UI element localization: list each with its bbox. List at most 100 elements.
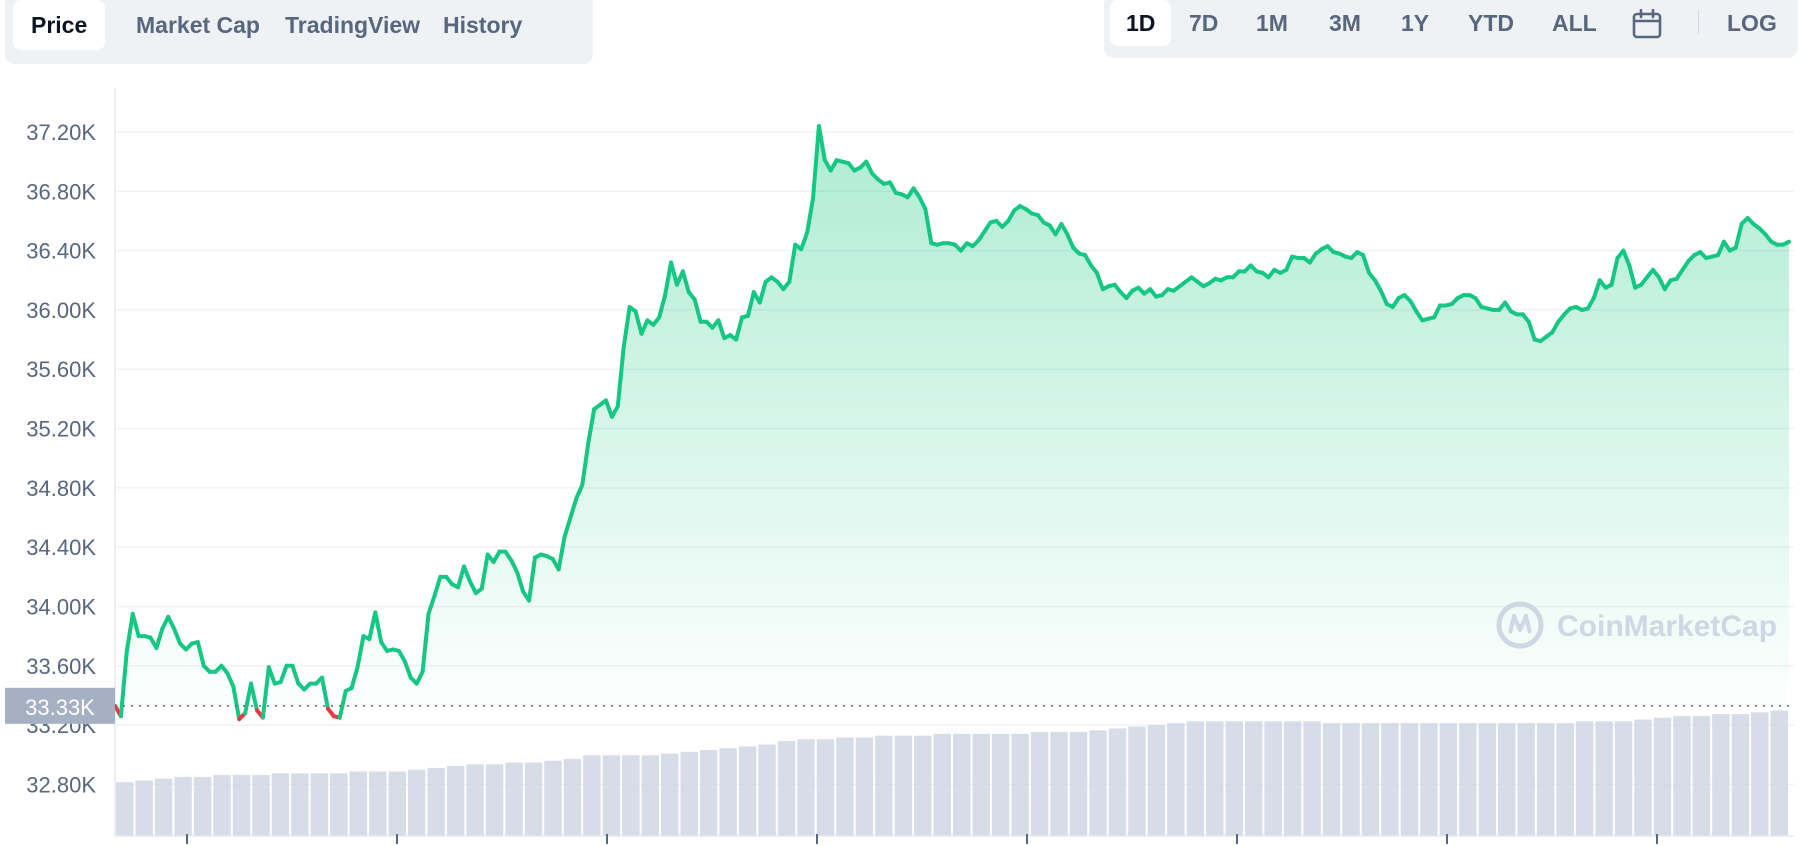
price-segment <box>243 681 254 716</box>
price-segment <box>509 558 520 575</box>
price-segment <box>1361 253 1372 275</box>
price-segment <box>923 207 934 246</box>
price-segment <box>249 681 259 713</box>
volume-bar <box>602 755 621 836</box>
tab-tradingview[interactable]: TradingView <box>285 12 421 38</box>
price-segment <box>1526 319 1537 342</box>
volume-bar <box>855 737 874 836</box>
range-1d[interactable]: 1D <box>1110 0 1172 46</box>
price-segment <box>456 564 466 590</box>
volume-bar <box>1361 723 1380 836</box>
range-all[interactable]: ALL <box>1552 10 1597 36</box>
volume-bar <box>1322 723 1341 836</box>
volume-bar <box>777 741 796 836</box>
price-segment <box>373 610 384 645</box>
price-line <box>113 124 1791 722</box>
volume-bar <box>699 749 718 836</box>
volume-bar <box>680 751 698 836</box>
volume-bar <box>1673 715 1691 836</box>
price-segment <box>663 260 674 298</box>
price-segment <box>669 260 679 287</box>
volume-bar <box>1108 728 1127 836</box>
price-segment <box>639 318 650 336</box>
range-1m[interactable]: 1M <box>1256 10 1288 36</box>
volume-bar <box>1244 721 1263 836</box>
volume-bar <box>933 733 951 836</box>
volume-bar <box>1089 730 1107 836</box>
price-segment <box>692 297 703 324</box>
divider <box>1698 10 1699 34</box>
volume-bar <box>291 773 309 836</box>
price-segment <box>290 663 301 686</box>
price-segment <box>420 611 431 674</box>
volume-bar <box>991 733 1010 836</box>
volume-bar <box>1128 726 1146 836</box>
price-segment <box>734 315 745 342</box>
price-segment <box>266 665 277 686</box>
price-segment <box>603 398 614 419</box>
x-axis <box>115 834 1794 844</box>
volume-bar <box>252 775 270 836</box>
volume-bar <box>1498 723 1516 836</box>
volume-bar <box>1653 717 1672 836</box>
y-tick-label: 37.20K <box>26 120 96 145</box>
volume-bar <box>1439 723 1458 836</box>
volume-bar <box>1400 723 1419 836</box>
current-price-tag <box>5 687 115 724</box>
volume-bar <box>563 758 582 836</box>
volume-bar <box>505 762 523 836</box>
y-tick-label: 35.60K <box>26 357 96 382</box>
y-tick-label: 34.40K <box>26 535 96 560</box>
volume-bar <box>1536 723 1555 836</box>
calendar-icon[interactable] <box>1632 8 1662 39</box>
range-3m[interactable]: 3M <box>1329 10 1361 36</box>
volume-bar <box>271 773 290 836</box>
volume-bar <box>1069 732 1088 836</box>
volume-bar <box>1420 723 1438 836</box>
price-segment <box>1733 221 1744 250</box>
volume-bar <box>1225 721 1243 836</box>
y-axis: 32.80K33.20K33.60K34.00K34.40K34.80K35.2… <box>26 120 96 797</box>
price-segment <box>527 555 537 603</box>
tab-history[interactable]: History <box>443 12 523 38</box>
price-segment <box>1094 270 1105 292</box>
price-segment <box>426 594 437 616</box>
volume-bar <box>1342 723 1360 836</box>
price-segment <box>1378 288 1389 306</box>
tab-price[interactable]: Price <box>13 0 106 50</box>
volume-bar <box>972 733 990 836</box>
y-tick-label: 33.60K <box>26 654 96 679</box>
volume-bar <box>758 744 776 836</box>
y-tick-label: 36.80K <box>26 179 96 204</box>
volume-bar <box>953 733 971 836</box>
price-segment <box>414 669 425 686</box>
log-scale-toggle[interactable]: LOG <box>1727 10 1777 36</box>
price-segment <box>816 124 827 163</box>
price-segment <box>355 634 366 670</box>
price-segment <box>320 675 330 711</box>
price-segment <box>172 626 183 646</box>
volume-bar <box>836 737 854 836</box>
volume-bar <box>583 755 601 836</box>
range-7d[interactable]: 7D <box>1189 10 1219 36</box>
price-segment <box>1591 278 1602 301</box>
volume-bar <box>232 775 251 836</box>
price-segment <box>716 318 727 341</box>
range-1y[interactable]: 1Y <box>1401 10 1430 36</box>
price-segment <box>225 671 236 689</box>
volume-bar <box>466 764 484 836</box>
volume-bar <box>1692 715 1711 836</box>
tab-market-cap[interactable]: Market Cap <box>136 12 260 38</box>
volume-bar <box>1030 732 1049 836</box>
price-segment <box>917 195 928 212</box>
price-segment <box>231 684 242 722</box>
range-ytd[interactable]: YTD <box>1468 10 1514 36</box>
chart-tabs: Price Market Cap TradingView History <box>5 0 593 64</box>
volume-bar <box>1634 719 1652 836</box>
volume-bar <box>1147 724 1166 836</box>
price-segment <box>278 663 289 685</box>
volume-bar <box>875 735 893 836</box>
volume-bar <box>661 753 679 836</box>
price-segment <box>349 665 360 691</box>
price-segment <box>1432 303 1443 320</box>
